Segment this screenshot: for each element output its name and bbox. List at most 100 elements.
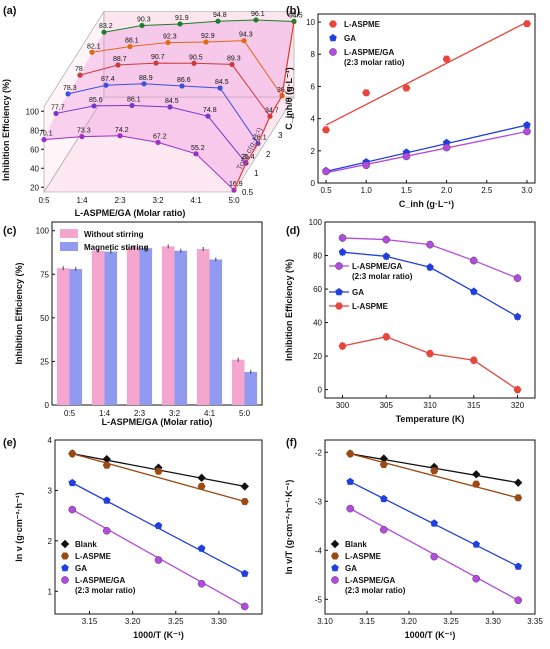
legend-marker bbox=[61, 576, 69, 584]
legend-label: L-ASPME/GA bbox=[345, 576, 395, 585]
y-tick-label: 50 bbox=[40, 314, 49, 323]
surface-point bbox=[153, 60, 159, 66]
x-tick-label: 3.25 bbox=[168, 617, 184, 626]
x-tick-label: 315 bbox=[467, 401, 481, 410]
data-point bbox=[442, 138, 451, 146]
surface-point-label: 90.3 bbox=[137, 16, 151, 23]
x-tick-label: 3:2 bbox=[169, 409, 181, 418]
x-tick-label: 320 bbox=[511, 401, 525, 410]
x-tick-label: 3:2 bbox=[152, 196, 164, 205]
legend-label-sub: (2:3 molar ratio) bbox=[75, 586, 136, 595]
panel-label: (d) bbox=[286, 225, 300, 237]
y-tick-label: 0.5 bbox=[242, 188, 254, 197]
data-point bbox=[68, 478, 77, 487]
surface-point-label: 94.3 bbox=[239, 32, 253, 39]
legend-marker bbox=[331, 576, 339, 584]
panel-d: 300 305 310 315 320 0 20 40 60 80 100 Temperature (… bbox=[284, 218, 536, 424]
x-tick-label: 4:1 bbox=[190, 196, 202, 205]
legend-label: Blank bbox=[345, 540, 367, 549]
y-tick-label: 6 bbox=[311, 82, 316, 91]
x-tick-label: 3.30 bbox=[211, 617, 227, 626]
y-tick-label: 100 bbox=[36, 227, 50, 236]
data-point bbox=[382, 235, 391, 244]
y-tick-label: 2 bbox=[311, 147, 316, 156]
surface-point bbox=[101, 29, 107, 35]
data-point bbox=[197, 544, 206, 552]
surface-point-label: 88.1 bbox=[125, 38, 139, 45]
y-tick-label: 2 bbox=[266, 150, 271, 159]
fit-line bbox=[72, 452, 245, 503]
x-axis-title: L-ASPME/GA (Molar ratio) bbox=[75, 208, 186, 218]
surface-point-label: 86.6 bbox=[177, 77, 191, 84]
data-point bbox=[379, 461, 388, 468]
data-point bbox=[102, 461, 111, 469]
x-tick-label: 3.10 bbox=[317, 617, 333, 626]
y-tick-label: 100 bbox=[309, 218, 323, 227]
surface-point bbox=[253, 17, 259, 23]
x-axis-title: 1000/T (K⁻¹) bbox=[405, 630, 456, 640]
data-point bbox=[154, 521, 163, 529]
surface-point-label: 90.7 bbox=[151, 54, 165, 61]
surface-point bbox=[115, 62, 121, 68]
x-tick-label: 300 bbox=[336, 401, 350, 410]
surface-point bbox=[179, 83, 185, 89]
surface-point bbox=[229, 61, 235, 68]
x-tick-label: 0:5 bbox=[64, 409, 76, 418]
legend-swatch bbox=[60, 229, 78, 238]
surface-point bbox=[65, 91, 71, 97]
data-point bbox=[154, 467, 163, 475]
legend-label-sub: (2:3 molar ratio) bbox=[352, 272, 413, 281]
data-point bbox=[338, 234, 347, 242]
x-tick-label: 2.5 bbox=[481, 186, 493, 195]
legend-label-sub: (2:3 molar ratio) bbox=[345, 586, 406, 595]
x-tick-label: 0:5 bbox=[38, 196, 50, 205]
x-tick-label: 2:3 bbox=[114, 196, 126, 205]
surface-point bbox=[79, 134, 85, 140]
bar bbox=[69, 269, 83, 405]
x-tick-label: 1.5 bbox=[401, 186, 413, 195]
surface-point bbox=[167, 104, 173, 110]
data-point bbox=[523, 127, 531, 136]
surface-point-label: 94.8 bbox=[213, 12, 227, 19]
x-tick-label: 310 bbox=[423, 401, 437, 410]
data-point bbox=[402, 84, 411, 92]
data-point bbox=[240, 498, 249, 505]
x-axis-title: Temperature (K) bbox=[396, 414, 465, 424]
fit-line bbox=[325, 130, 528, 174]
data-point bbox=[240, 569, 249, 577]
legend-marker bbox=[331, 552, 339, 560]
data-point bbox=[469, 287, 478, 295]
legend-label: Blank bbox=[75, 540, 97, 549]
fit-line bbox=[325, 21, 528, 126]
panel-label: (f) bbox=[286, 437, 297, 449]
legend-label: L-ASPME/GA bbox=[344, 48, 394, 57]
surface-point bbox=[165, 39, 171, 46]
data-point bbox=[197, 482, 206, 490]
surface-strip bbox=[80, 40, 282, 117]
y-tick-label: 3 bbox=[48, 486, 53, 495]
legend-marker bbox=[61, 564, 69, 572]
surface-row-line bbox=[91, 40, 283, 97]
x-tick-label: 5:0 bbox=[228, 196, 240, 205]
bar bbox=[161, 246, 175, 405]
data-point bbox=[430, 467, 439, 475]
surface-point-label: 67.2 bbox=[153, 133, 167, 140]
y-tick-label: 20 bbox=[313, 352, 322, 361]
y-tick-label: -4 bbox=[315, 546, 323, 555]
data-point bbox=[68, 450, 77, 458]
x-tick-label: 3.0 bbox=[521, 186, 533, 195]
y-tick-label: 3 bbox=[278, 131, 283, 140]
surface-strip bbox=[44, 105, 246, 191]
data-point bbox=[102, 496, 111, 504]
z-axis-title: Inhibition Efficiency (%) bbox=[1, 79, 11, 181]
legend-marker bbox=[329, 34, 337, 42]
surface-point-label: 82.1 bbox=[87, 43, 101, 50]
data-point bbox=[469, 356, 478, 364]
x-tick-label: 3.35 bbox=[527, 617, 543, 626]
data-point bbox=[346, 450, 355, 458]
data-point bbox=[338, 248, 347, 256]
x-tick-label: 3.20 bbox=[401, 617, 417, 626]
surface-point-label: 34.7 bbox=[265, 107, 279, 114]
bar bbox=[91, 250, 105, 405]
